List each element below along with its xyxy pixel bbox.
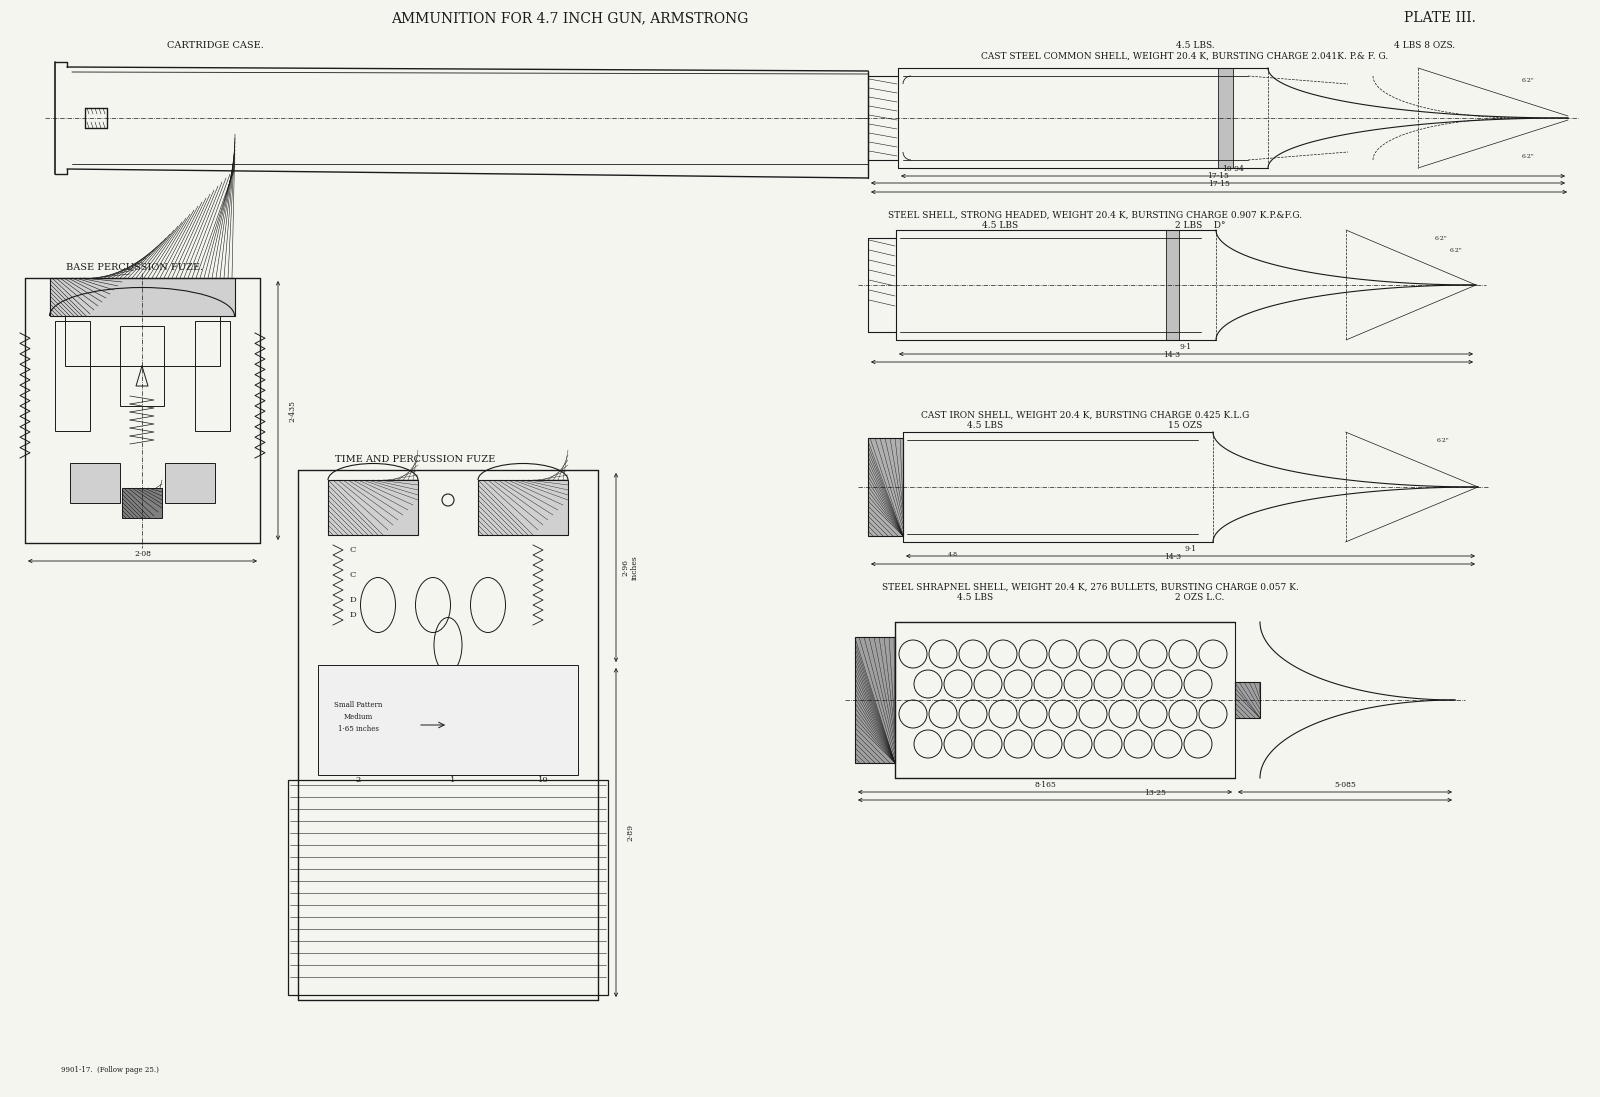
- Text: BASE PERCUSSION FUZE.: BASE PERCUSSION FUZE.: [67, 263, 203, 272]
- Text: D: D: [350, 611, 357, 619]
- Text: 4.5 LBS.: 4.5 LBS.: [1176, 42, 1214, 50]
- Text: 13·25: 13·25: [1144, 789, 1166, 798]
- Text: 10: 10: [538, 776, 549, 784]
- Text: C: C: [350, 572, 357, 579]
- Text: D: D: [350, 596, 357, 604]
- Text: 6·2": 6·2": [1435, 236, 1448, 240]
- Text: STEEL SHELL, STRONG HEADED, WEIGHT 20.4 K, BURSTING CHARGE 0.907 K.P.&F.G.: STEEL SHELL, STRONG HEADED, WEIGHT 20.4 …: [888, 211, 1302, 219]
- Text: 2·08: 2·08: [134, 550, 150, 558]
- Text: 4·8: 4·8: [947, 552, 958, 556]
- Text: STEEL SHRAPNEL SHELL, WEIGHT 20.4 K, 276 BULLETS, BURSTING CHARGE 0.057 K.: STEEL SHRAPNEL SHELL, WEIGHT 20.4 K, 276…: [882, 583, 1299, 591]
- Text: 15 OZS: 15 OZS: [1168, 420, 1202, 430]
- Bar: [288, 780, 608, 995]
- Text: Medium: Medium: [344, 713, 373, 721]
- Bar: [318, 665, 578, 774]
- Text: 2·96
inches: 2·96 inches: [621, 555, 638, 580]
- Bar: [122, 488, 162, 518]
- Text: 17·15: 17·15: [1208, 180, 1230, 188]
- Text: TIME AND PERCUSSION FUZE: TIME AND PERCUSSION FUZE: [334, 455, 494, 464]
- Text: 17·15: 17·15: [1206, 172, 1229, 180]
- Bar: [1235, 682, 1261, 719]
- Text: CAST IRON SHELL, WEIGHT 20.4 K, BURSTING CHARGE 0.425 K.L.G: CAST IRON SHELL, WEIGHT 20.4 K, BURSTING…: [922, 410, 1250, 419]
- Text: 4.5 LBS: 4.5 LBS: [982, 220, 1018, 229]
- Bar: [1166, 230, 1179, 340]
- Text: 8·165: 8·165: [1034, 781, 1056, 789]
- Text: 5·085: 5·085: [1334, 781, 1355, 789]
- Text: C: C: [350, 546, 357, 554]
- Text: 4 LBS 8 OZS.: 4 LBS 8 OZS.: [1395, 42, 1456, 50]
- Text: CARTRIDGE CASE.: CARTRIDGE CASE.: [166, 42, 264, 50]
- Text: 6·2": 6·2": [1437, 438, 1450, 442]
- Text: 4.5 LBS: 4.5 LBS: [966, 420, 1003, 430]
- Text: Small Pattern: Small Pattern: [334, 701, 382, 709]
- Text: 2 LBS    D°: 2 LBS D°: [1174, 220, 1226, 229]
- Bar: [165, 463, 214, 504]
- Bar: [50, 278, 235, 316]
- Bar: [195, 321, 230, 431]
- Text: 1·65 inches: 1·65 inches: [338, 725, 379, 733]
- Text: 2·89: 2·89: [626, 824, 634, 841]
- Bar: [478, 480, 568, 535]
- Text: 6·2": 6·2": [1450, 248, 1462, 252]
- Text: PLATE III.: PLATE III.: [1405, 11, 1475, 25]
- Text: 9·1: 9·1: [1179, 343, 1192, 351]
- Bar: [70, 463, 120, 504]
- Bar: [867, 438, 902, 536]
- Bar: [854, 637, 894, 764]
- Text: 9·1: 9·1: [1184, 545, 1197, 553]
- Text: CAST STEEL COMMON SHELL, WEIGHT 20.4 K, BURSTING CHARGE 2.041K. P.& F. G.: CAST STEEL COMMON SHELL, WEIGHT 20.4 K, …: [981, 52, 1389, 60]
- Text: 10·94: 10·94: [1222, 165, 1243, 173]
- Text: 2: 2: [355, 776, 360, 784]
- Bar: [66, 316, 221, 366]
- Text: 14·3: 14·3: [1163, 351, 1181, 359]
- Text: 4.5 LBS: 4.5 LBS: [957, 592, 994, 601]
- Text: 6·2": 6·2": [1522, 154, 1534, 158]
- Text: 9901-17.  (Follow page 25.): 9901-17. (Follow page 25.): [61, 1066, 158, 1074]
- Bar: [328, 480, 418, 535]
- Text: 1: 1: [450, 776, 456, 784]
- Text: 2·435: 2·435: [288, 399, 296, 421]
- Bar: [1218, 68, 1234, 168]
- Text: 14·3: 14·3: [1165, 553, 1181, 561]
- Text: 6·2": 6·2": [1522, 78, 1534, 82]
- Text: AMMUNITION FOR 4.7 INCH GUN, ARMSTRONG: AMMUNITION FOR 4.7 INCH GUN, ARMSTRONG: [392, 11, 749, 25]
- Bar: [120, 326, 165, 406]
- Bar: [54, 321, 90, 431]
- Text: 2 OZS L.C.: 2 OZS L.C.: [1176, 592, 1224, 601]
